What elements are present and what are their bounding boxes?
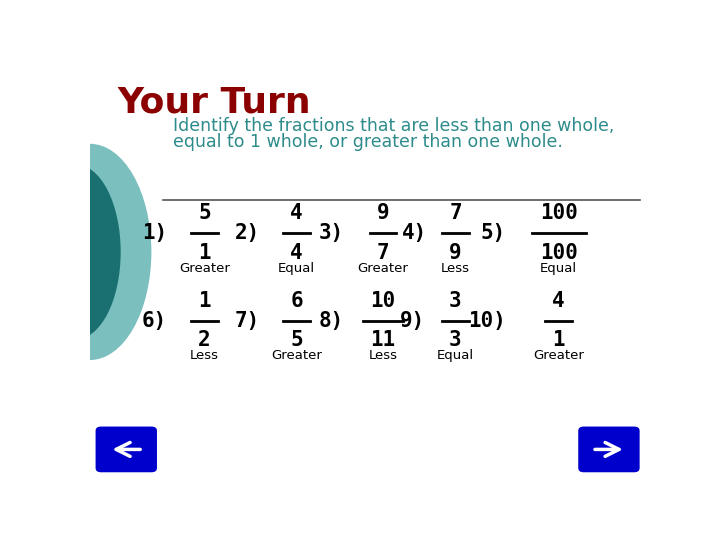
Text: 5): 5) [480,223,505,243]
Text: 11: 11 [370,330,395,350]
Text: 1: 1 [198,243,211,263]
Text: 3: 3 [449,330,462,350]
Text: 3: 3 [449,291,462,310]
Text: equal to 1 whole, or greater than one whole.: equal to 1 whole, or greater than one wh… [173,133,562,151]
Text: 4): 4) [402,223,428,243]
Text: 2: 2 [198,330,211,350]
Text: Your Turn: Your Turn [118,85,312,119]
Ellipse shape [29,144,151,360]
Ellipse shape [32,165,121,339]
Text: Equal: Equal [437,349,474,362]
Text: 100: 100 [540,243,577,263]
Text: 2): 2) [235,223,260,243]
Text: 6): 6) [142,310,167,330]
Text: 7): 7) [235,310,260,330]
Text: 5: 5 [290,330,303,350]
Text: Greater: Greater [534,349,584,362]
FancyBboxPatch shape [578,427,639,472]
Text: 4: 4 [290,243,303,263]
Text: 10): 10) [468,310,505,330]
Text: 3): 3) [319,223,344,243]
Text: 1): 1) [142,223,167,243]
Text: 1: 1 [198,291,211,310]
Text: 1: 1 [552,330,565,350]
Text: 9: 9 [377,203,390,223]
Text: 4: 4 [290,203,303,223]
Text: 100: 100 [540,203,577,223]
Text: Greater: Greater [179,262,230,275]
Text: 6: 6 [290,291,303,310]
Text: Less: Less [369,349,397,362]
Text: 9: 9 [449,243,462,263]
FancyBboxPatch shape [96,427,157,472]
Text: 9): 9) [400,310,425,330]
Text: 10: 10 [370,291,395,310]
Text: Equal: Equal [540,262,577,275]
Text: Identify the fractions that are less than one whole,: Identify the fractions that are less tha… [173,117,614,135]
Text: Less: Less [441,262,470,275]
Text: Greater: Greater [358,262,408,275]
Text: 4: 4 [552,291,565,310]
Text: 7: 7 [377,243,390,263]
Text: 5: 5 [198,203,211,223]
Text: 7: 7 [449,203,462,223]
Text: Equal: Equal [278,262,315,275]
Text: 8): 8) [319,310,344,330]
Text: Greater: Greater [271,349,322,362]
Text: Less: Less [190,349,219,362]
